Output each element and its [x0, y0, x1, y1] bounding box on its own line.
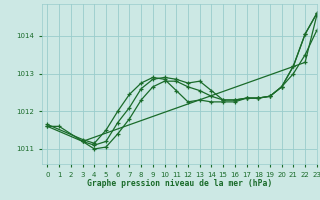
- X-axis label: Graphe pression niveau de la mer (hPa): Graphe pression niveau de la mer (hPa): [87, 179, 272, 188]
